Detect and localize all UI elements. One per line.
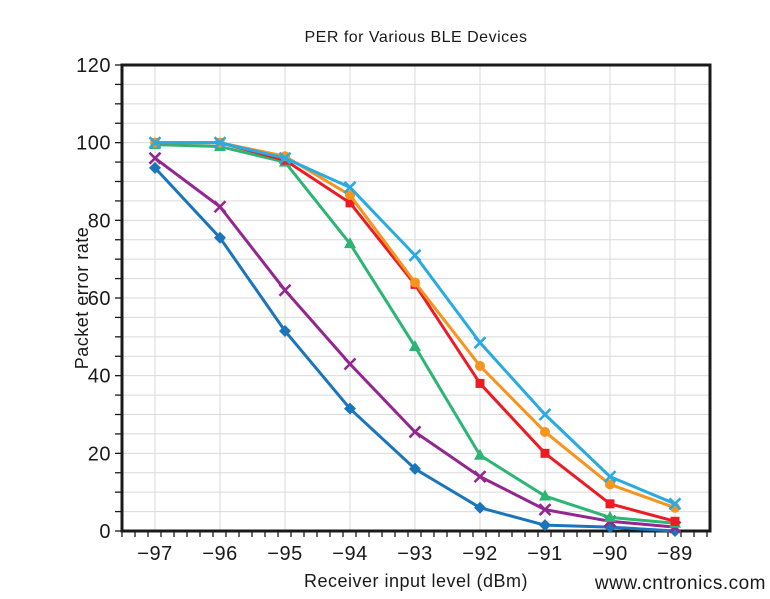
- marker-diamond: [149, 161, 161, 174]
- x-axis-tick-label: −97: [137, 543, 172, 565]
- marker-circle: [345, 190, 355, 201]
- marker-square: [345, 198, 355, 208]
- x-axis-tick-label: −91: [527, 543, 562, 565]
- marker-square: [540, 448, 550, 458]
- y-axis-tick-label: 40: [88, 366, 111, 388]
- x-axis-title: Receiver input level (dBm): [304, 571, 528, 591]
- marker-x: [213, 136, 227, 150]
- marker-circle: [540, 426, 550, 437]
- marker-circle: [605, 479, 615, 490]
- marker-square: [605, 499, 615, 509]
- y-axis-tick-label: 60: [88, 288, 111, 310]
- marker-x: [343, 180, 357, 194]
- marker-x: [473, 336, 487, 350]
- marker-circle: [475, 360, 485, 371]
- y-axis-tick-label: 120: [76, 55, 111, 77]
- marker-square: [475, 378, 485, 388]
- marker-triangle: [539, 489, 551, 501]
- marker-x: [538, 408, 552, 421]
- marker-diamond: [214, 231, 226, 244]
- y-axis-tick-label: 20: [88, 443, 111, 465]
- marker-diamond: [279, 325, 291, 338]
- marker-x: [603, 470, 617, 484]
- marker-x: [408, 425, 422, 439]
- x-axis-tick-label: −95: [267, 543, 302, 565]
- marker-x: [408, 248, 422, 262]
- chart-title: PER for Various BLE Devices: [304, 29, 527, 46]
- x-axis-tick-label: −89: [657, 543, 692, 565]
- plot-area: 0 20 40 60 80 100 120 −97 −96 −95 −94 −93 −92 −91 −90 −…: [76, 55, 712, 565]
- marker-x: [278, 283, 292, 297]
- x-axis-tick-label: −96: [202, 543, 237, 565]
- marker-triangle: [344, 237, 356, 249]
- marker-diamond: [344, 402, 356, 415]
- marker-triangle: [474, 448, 486, 460]
- marker-square: [670, 516, 680, 526]
- y-axis-title: Packet error rate: [72, 227, 92, 370]
- marker-triangle: [604, 510, 616, 522]
- marker-x: [668, 497, 682, 511]
- marker-triangle: [409, 340, 421, 352]
- plot-border: [120, 63, 712, 533]
- x-axis-tick-label: −92: [462, 543, 497, 565]
- y-axis-tick-label: 100: [76, 133, 111, 155]
- marker-x: [343, 357, 357, 371]
- marker-circle: [410, 277, 420, 288]
- marker-diamond: [539, 519, 551, 532]
- marker-x: [538, 503, 552, 517]
- marker-diamond: [474, 501, 486, 514]
- y-axis-tick-label: 80: [88, 210, 111, 232]
- marker-x: [278, 151, 292, 165]
- marker-x: [473, 470, 487, 484]
- marker-x: [148, 136, 162, 150]
- x-axis-tick-label: −90: [592, 543, 627, 565]
- watermark: www.cntronics.com: [594, 573, 766, 594]
- x-axis-tick-label: −94: [332, 543, 367, 565]
- marker-x: [213, 200, 227, 214]
- marker-x: [148, 151, 162, 165]
- marker-diamond: [409, 462, 421, 475]
- x-axis-tick-label: −93: [397, 543, 432, 565]
- y-axis-tick-label: 0: [99, 521, 111, 543]
